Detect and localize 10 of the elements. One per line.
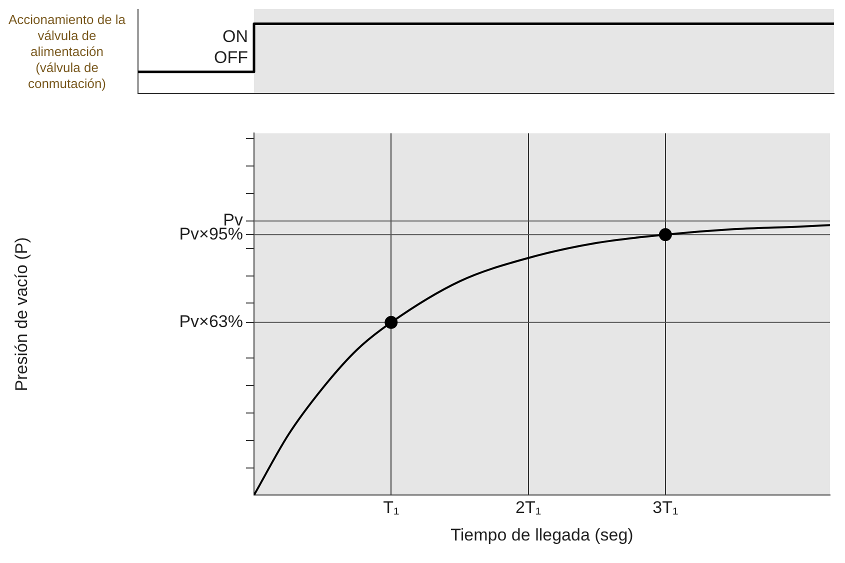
annotation: OFF [214, 48, 248, 68]
x-tick-label: 3T₁ [652, 498, 678, 518]
x-axis-title: Tiempo de llegada (seg) [450, 525, 634, 544]
x-tick-label: 2T₁ [515, 498, 542, 518]
y-axis-title: Accionamiento de la válvula de alimentación (válvula de conmutación) [8, 12, 126, 92]
x-tick-label: T₁ [383, 498, 400, 518]
y-tick-label: Pv×63% [179, 312, 243, 332]
y-axis-title: Presión de vacío (P) [12, 237, 31, 392]
y-tick-label: Pv×95% [179, 224, 243, 244]
annotation: ON [222, 26, 248, 46]
